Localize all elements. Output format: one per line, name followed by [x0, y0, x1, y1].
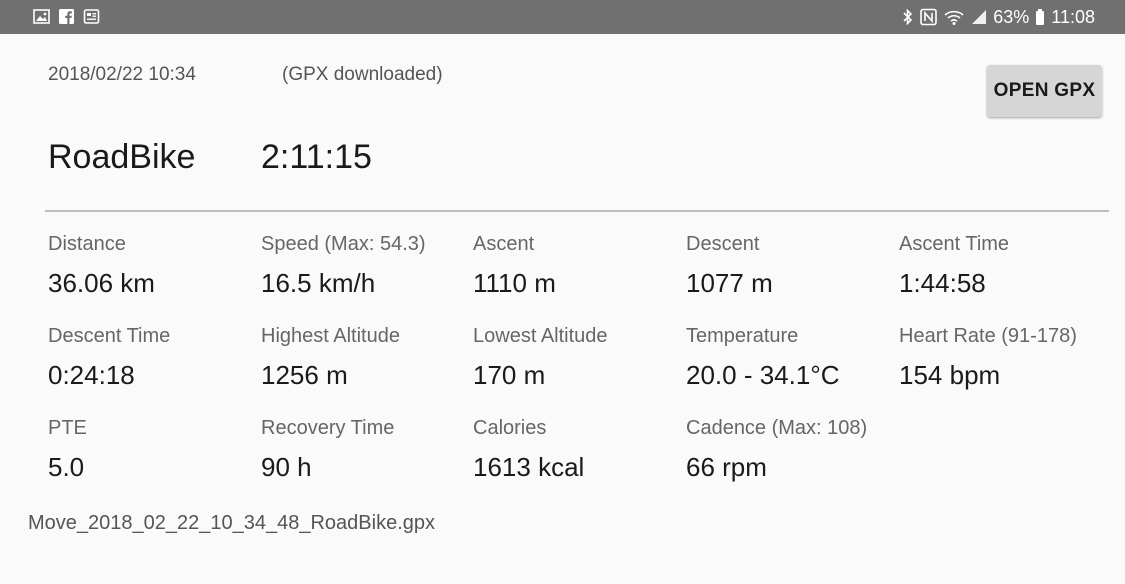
- wifi-icon: [944, 10, 964, 25]
- image-icon: [33, 9, 50, 24]
- gpx-filename: Move_2018_02_22_10_34_48_RoadBike.gpx: [28, 512, 436, 534]
- stat-value: 1077 m: [686, 268, 773, 298]
- stat-calories: Calories 1613 kcal: [473, 416, 685, 482]
- stat-cadence: Cadence (Max: 108) 66 rpm: [686, 416, 898, 482]
- system-status: 63% 11:08: [902, 6, 1095, 28]
- stat-value: 0:24:18: [48, 360, 135, 390]
- stat-label: Heart Rate (91-178): [899, 325, 1077, 347]
- stat-value: 1613 kcal: [473, 452, 585, 482]
- stat-label: Calories: [473, 417, 547, 439]
- stat-label: Lowest Altitude: [473, 325, 608, 347]
- stat-distance: Distance 36.06 km: [48, 232, 260, 298]
- stat-descent: Descent 1077 m: [686, 232, 898, 298]
- stat-label: Descent Time: [48, 325, 171, 347]
- stat-descent-time: Descent Time 0:24:18: [48, 324, 260, 390]
- news-icon: [83, 9, 100, 24]
- battery-icon: [1036, 9, 1045, 25]
- stat-value: 90 h: [261, 452, 312, 482]
- bluetooth-icon: [903, 8, 913, 26]
- signal-icon: [972, 10, 987, 24]
- activity-detail: 2018/02/22 10:34 (GPX downloaded) OPEN G…: [0, 34, 1125, 584]
- stat-pte: PTE 5.0: [48, 416, 260, 482]
- stat-label: PTE: [48, 417, 87, 439]
- stat-value: 170 m: [473, 360, 546, 390]
- stat-value: 36.06 km: [48, 268, 155, 298]
- stat-value: 5.0: [48, 452, 85, 482]
- divider: [45, 210, 1109, 212]
- stat-value: 1:44:58: [899, 268, 986, 298]
- stat-speed: Speed (Max: 54.3) 16.5 km/h: [261, 232, 473, 298]
- battery-percent: 63%: [993, 7, 1030, 27]
- stat-value: 1256 m: [261, 360, 348, 390]
- stat-temperature: Temperature 20.0 - 34.1°C: [686, 324, 898, 390]
- gpx-status-note: (GPX downloaded): [282, 64, 443, 85]
- stat-heart-rate: Heart Rate (91-178) 154 bpm: [899, 324, 1111, 390]
- stat-label: Ascent Time: [899, 233, 1010, 255]
- stat-value: 66 rpm: [686, 452, 767, 482]
- stat-value: 20.0 - 34.1°C: [686, 360, 840, 390]
- stat-value: 1110 m: [473, 268, 556, 298]
- stat-highest-altitude: Highest Altitude 1256 m: [261, 324, 473, 390]
- stat-label: Ascent: [473, 233, 535, 255]
- activity-duration: 2:11:15: [261, 138, 372, 176]
- stat-ascent: Ascent 1110 m: [473, 232, 685, 298]
- facebook-icon: [59, 9, 74, 24]
- nfc-icon: [920, 8, 938, 26]
- notification-icons: [33, 8, 100, 25]
- stat-label: Recovery Time: [261, 417, 395, 439]
- stat-ascent-time: Ascent Time 1:44:58: [899, 232, 1111, 298]
- stat-label: Temperature: [686, 325, 799, 347]
- clock: 11:08: [1051, 7, 1095, 27]
- activity-date: 2018/02/22 10:34: [48, 64, 196, 85]
- stat-value: 154 bpm: [899, 360, 1001, 390]
- open-gpx-button[interactable]: OPEN GPX: [987, 65, 1102, 117]
- stat-value: 16.5 km/h: [261, 268, 376, 298]
- stat-label: Speed (Max: 54.3): [261, 233, 426, 255]
- activity-type: RoadBike: [48, 138, 196, 176]
- stat-label: Cadence (Max: 108): [686, 417, 868, 439]
- stat-label: Highest Altitude: [261, 325, 400, 347]
- stat-label: Descent: [686, 233, 760, 255]
- stat-lowest-altitude: Lowest Altitude 170 m: [473, 324, 685, 390]
- stat-recovery-time: Recovery Time 90 h: [261, 416, 473, 482]
- stat-label: Distance: [48, 233, 126, 255]
- status-bar: 63% 11:08: [0, 0, 1125, 34]
